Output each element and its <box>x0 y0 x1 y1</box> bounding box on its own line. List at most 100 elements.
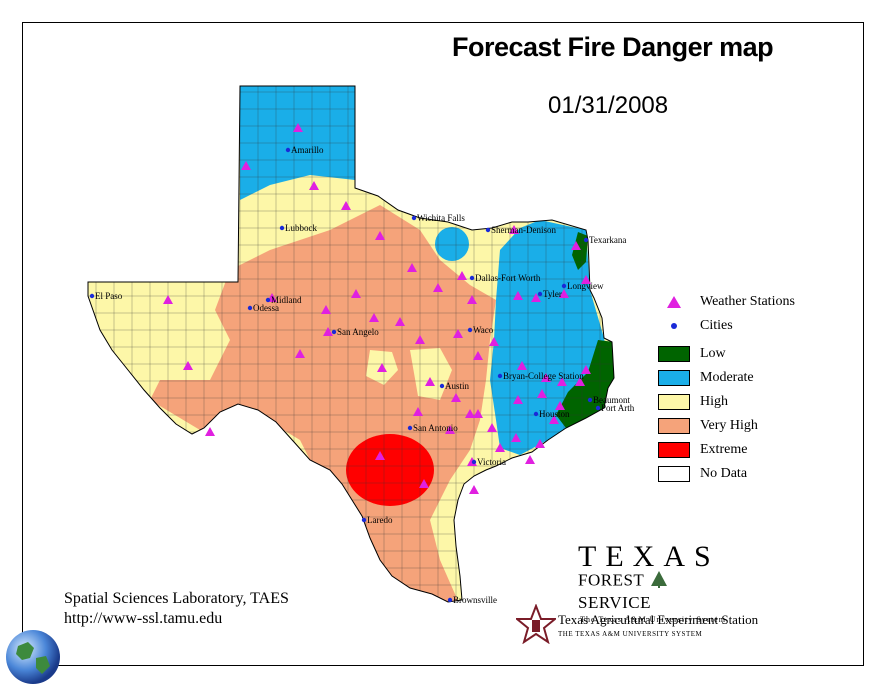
zone-moderate-wichita <box>435 227 469 261</box>
weather-station-33 <box>557 377 567 386</box>
city-dot-7 <box>537 291 543 297</box>
city-label-11: San Angelo <box>337 327 379 337</box>
texas-forest-service-logo: TEXAS FOREST SERVICE The Texas A&M Unive… <box>578 540 738 624</box>
legend-extreme: Extreme <box>658 440 747 460</box>
weather-station-14 <box>513 291 523 300</box>
legend-cities-label: Cities <box>700 318 733 333</box>
weather-station-20 <box>395 317 405 326</box>
legend-cities: Cities <box>658 316 733 336</box>
city-label-0: Amarillo <box>291 145 324 155</box>
city-label-16: Beaumont <box>593 395 630 405</box>
city-dot-21 <box>447 597 453 603</box>
city-label-3: Sherman-Denison <box>491 225 556 235</box>
weather-station-9 <box>509 225 519 234</box>
weather-station-22 <box>453 329 463 338</box>
weather-station-29 <box>489 337 499 346</box>
weather-station-21 <box>415 335 425 344</box>
weather-station-43 <box>445 425 455 434</box>
weather-station-48 <box>419 479 429 488</box>
legend-very-high-swatch <box>658 418 690 434</box>
weather-station-11 <box>581 275 591 284</box>
weather-station-18 <box>351 289 361 298</box>
city-label-5: Dallas-Fort Worth <box>475 273 541 283</box>
legend-no-data-label: No Data <box>700 466 748 481</box>
weather-station-25 <box>323 327 333 336</box>
weather-station-24 <box>295 349 305 358</box>
weather-station-27 <box>425 377 435 386</box>
city-dot-18 <box>407 425 413 431</box>
texas-outline <box>87 85 615 603</box>
city-dot-0 <box>285 147 291 153</box>
legend-low-label: Low <box>700 346 726 361</box>
weather-station-51 <box>495 443 505 452</box>
city-label-12: Waco <box>473 325 494 335</box>
tfs-subtitle: The Texas A&M University System <box>580 615 726 624</box>
legend-no-data: No Data <box>658 464 747 484</box>
legend-high-swatch <box>658 394 690 410</box>
city-label-17: Port Arth <box>601 403 635 413</box>
zone-extreme-south <box>346 434 434 506</box>
city-dot-13 <box>497 373 503 379</box>
city-dot-10 <box>247 305 253 311</box>
weather-station-7 <box>457 271 467 280</box>
weather-station-17 <box>321 305 331 314</box>
weather-station-1 <box>241 161 251 170</box>
city-dot-12 <box>467 327 473 333</box>
dot-icon <box>658 322 690 330</box>
weather-station-49 <box>469 485 479 494</box>
city-label-1: Lubbock <box>285 223 317 233</box>
legend-extreme-label: Extreme <box>700 442 748 457</box>
weather-station-12 <box>559 289 569 298</box>
weather-station-35 <box>575 377 585 386</box>
city-dot-20 <box>361 517 367 523</box>
weather-station-52 <box>525 455 535 464</box>
tfs-service: SERVICE <box>578 593 651 612</box>
weather-station-46 <box>205 427 215 436</box>
taes-name: Texas Agricultural Experiment Station <box>558 612 759 627</box>
weather-station-10 <box>571 241 581 250</box>
map-date: 01/31/2008 <box>548 92 669 119</box>
weather-station-38 <box>473 409 483 418</box>
city-dot-9 <box>265 297 271 303</box>
weather-station-5 <box>407 263 417 272</box>
tree-icon <box>649 570 669 593</box>
legend-weather-stations-label: Weather Stations <box>700 294 795 309</box>
city-label-18: San Antonio <box>413 423 458 433</box>
city-label-4: Texarkana <box>589 235 626 245</box>
weather-station-15 <box>163 295 173 304</box>
legend-no-data-swatch <box>658 466 690 482</box>
city-dot-17 <box>595 405 601 411</box>
credit-url[interactable]: http://www-ssl.tamu.edu <box>64 610 223 627</box>
zone-moderate-east <box>490 220 610 455</box>
city-dot-1 <box>279 225 285 231</box>
legend-high-label: High <box>700 394 728 409</box>
legend-very-high-label: Very High <box>700 418 758 433</box>
weather-station-0 <box>293 123 303 132</box>
weather-station-26 <box>377 363 387 372</box>
star-icon <box>516 604 556 644</box>
zone-very-high <box>150 205 496 602</box>
city-label-13: Bryan-College Station <box>503 371 584 381</box>
legend-moderate: Moderate <box>658 368 754 388</box>
city-dot-8 <box>89 293 95 299</box>
legend-high: High <box>658 392 728 412</box>
weather-station-45 <box>183 361 193 370</box>
weather-station-41 <box>535 439 545 448</box>
weather-station-44 <box>413 407 423 416</box>
city-label-15: Houston <box>539 409 570 419</box>
credit-lab: Spatial Sciences Laboratory, TAES <box>64 590 289 607</box>
city-label-2: Wichita Falls <box>417 213 465 223</box>
weather-station-19 <box>369 313 379 322</box>
weather-station-13 <box>531 293 541 302</box>
weather-station-28 <box>451 393 461 402</box>
legend-very-high: Very High <box>658 416 758 436</box>
weather-station-30 <box>517 361 527 370</box>
weather-station-23 <box>473 351 483 360</box>
triangle-icon <box>658 296 690 308</box>
legend-extreme-swatch <box>658 442 690 458</box>
city-label-8: El Paso <box>95 291 123 301</box>
city-dot-11 <box>331 329 337 335</box>
fire-danger-zones <box>88 86 614 602</box>
city-dot-5 <box>469 275 475 281</box>
